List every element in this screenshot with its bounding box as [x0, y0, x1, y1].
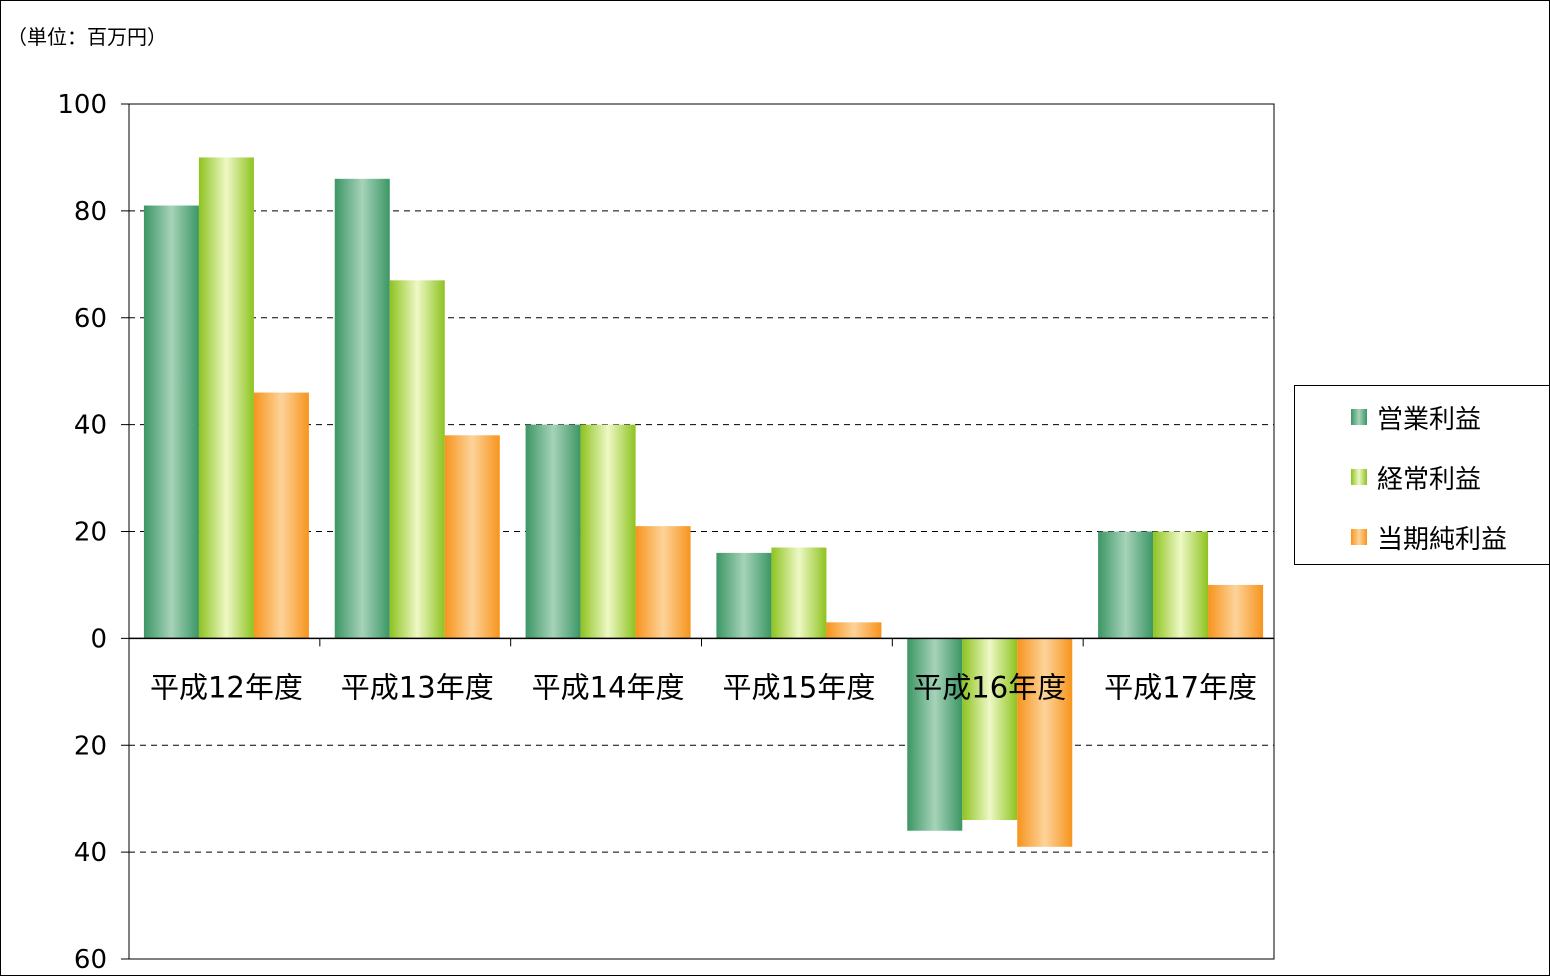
bar-営業利益-平成16年度 [907, 638, 963, 831]
category-label: 平成16年度 [913, 670, 1066, 704]
bar-当期純利益-平成14年度 [635, 526, 691, 639]
bar-当期純利益-平成17年度 [1208, 584, 1264, 639]
bar-営業利益-平成13年度 [334, 178, 390, 639]
legend-label: 当期純利益 [1377, 524, 1508, 555]
legend-item: 当期純利益 [1351, 522, 1507, 555]
legend-label: 経常利益 [1377, 464, 1482, 495]
legend-label: 営業利益 [1377, 404, 1482, 435]
bar-営業利益-平成17年度 [1098, 531, 1154, 639]
bar-営業利益-平成14年度 [525, 424, 581, 639]
bar-当期純利益-平成15年度 [826, 622, 882, 639]
y-tick-label: 20 [74, 731, 107, 761]
bar-営業利益-平成15年度 [716, 552, 772, 639]
y-tick-label: 60 [74, 945, 107, 975]
y-tick-labels: 100 80 60 40 20 0 20 40 60 [57, 90, 129, 975]
y-tick-label: 100 [57, 90, 107, 120]
unit-label: （単位：百万円） [7, 25, 167, 49]
category-label: 平成14年度 [532, 670, 685, 704]
gridlines [129, 210, 1274, 853]
legend-item: 経常利益 [1351, 462, 1481, 495]
legend: 営業利益経常利益当期純利益 [1294, 385, 1550, 565]
y-tick-label: 80 [74, 197, 107, 227]
bar-当期純利益-平成12年度 [253, 392, 309, 639]
bar-当期純利益-平成16年度 [1017, 638, 1073, 847]
y-tick-label: 20 [74, 518, 107, 548]
bars [143, 157, 1264, 847]
y-tick-label: 40 [74, 838, 107, 868]
legend-swatch [1351, 409, 1367, 425]
bar-経常利益-平成17年度 [1153, 531, 1209, 639]
legend-swatch [1351, 469, 1367, 485]
bar-経常利益-平成13年度 [389, 280, 445, 639]
bar-経常利益-平成14年度 [580, 424, 636, 639]
y-tick-label: 0 [90, 624, 107, 654]
y-tick-label: 40 [74, 411, 107, 441]
y-tick-label: 60 [74, 304, 107, 334]
category-label: 平成15年度 [722, 670, 875, 704]
category-labels: 平成12年度 平成13年度 平成14年度 平成15年度 平成16年度 平成17年度 [150, 670, 1257, 704]
category-label: 平成12年度 [150, 670, 303, 704]
bar-当期純利益-平成13年度 [444, 435, 500, 639]
legend-item: 営業利益 [1351, 402, 1481, 435]
bar-経常利益-平成15年度 [771, 547, 827, 639]
category-label: 平成13年度 [341, 670, 494, 704]
legend-swatch [1351, 529, 1367, 545]
bar-営業利益-平成12年度 [143, 205, 199, 639]
category-label: 平成17年度 [1104, 670, 1257, 704]
bar-経常利益-平成12年度 [198, 157, 254, 639]
bar-経常利益-平成16年度 [962, 638, 1018, 821]
